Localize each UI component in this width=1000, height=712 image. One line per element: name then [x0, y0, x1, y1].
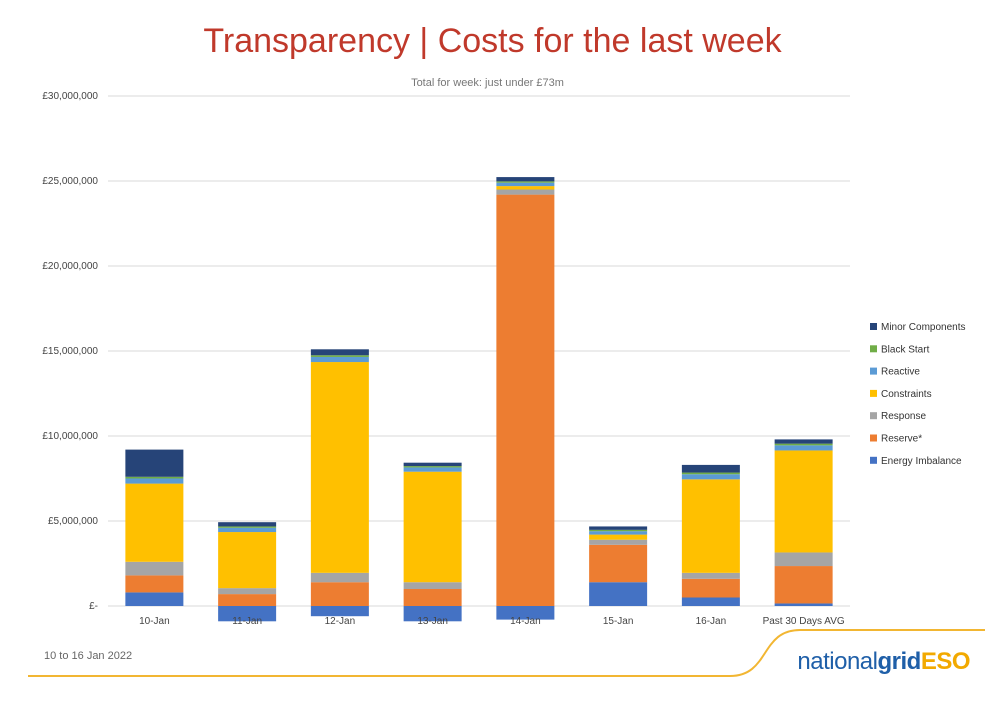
chart-subtitle: Total for week: just under £73m [411, 77, 564, 89]
bar-segment-response [218, 588, 277, 595]
bar-segment-energy-imbalance [496, 606, 555, 620]
bar-segment-minor-components [496, 177, 555, 182]
bar-segment-response [403, 582, 462, 589]
legend-swatch [870, 323, 877, 330]
logo-eso: ESO [920, 648, 971, 675]
x-tick-label: 13-Jan [417, 616, 448, 627]
logo-grid: grid [877, 648, 921, 675]
bar-segment-constraints [496, 186, 555, 190]
footer-accent-line [28, 629, 985, 677]
bar-segment-response [310, 572, 369, 583]
bar-segment-response [496, 189, 555, 195]
legend-label: Constraints [881, 389, 932, 400]
bar-segment-reserve [310, 582, 369, 606]
bar-segment-energy-imbalance [403, 606, 462, 622]
y-tick-label: £- [89, 601, 98, 612]
page-title: Transparency | Costs for the last week [203, 22, 782, 60]
x-tick-label: 14-Jan [510, 616, 541, 627]
bar-segment-reactive [774, 445, 833, 451]
bar-segment-reserve [403, 589, 462, 606]
bar-segment-minor-components [681, 464, 740, 473]
bar-segment-energy-imbalance [218, 606, 277, 622]
x-tick-label: 10-Jan [139, 616, 170, 627]
bar-segment-black-start [681, 472, 740, 475]
bar-segment-minor-components [774, 439, 833, 444]
bar-segment-reserve [681, 578, 740, 598]
bar-segment-constraints [681, 479, 740, 573]
bar-segment-constraints [218, 532, 277, 589]
bar-segment-reactive [310, 356, 369, 363]
bar-segment-reserve [496, 194, 555, 606]
legend-swatch [870, 367, 877, 375]
y-tick-label: £25,000,000 [42, 176, 98, 187]
x-tick-label: 12-Jan [325, 616, 356, 627]
y-tick-label: £15,000,000 [42, 346, 98, 357]
national-grid-eso-logo: nationalgridESO [797, 648, 970, 676]
legend-swatch [870, 389, 877, 397]
bar-segment-reactive [496, 182, 555, 187]
legend-label: Response [881, 411, 926, 422]
legend-swatch [870, 434, 877, 442]
bar-segment-energy-imbalance [774, 603, 833, 606]
bar-segment-black-start [125, 476, 184, 479]
bar-segment-energy-imbalance [589, 582, 648, 606]
legend-label: Energy Imbalance [881, 456, 962, 467]
bar-segment-minor-components [403, 462, 462, 467]
legend-swatch [870, 456, 877, 464]
bar-segment-reserve [589, 544, 648, 583]
bar-segment-constraints [125, 483, 184, 562]
y-tick-label: £20,000,000 [42, 261, 98, 272]
legend-label: Reactive [881, 367, 920, 378]
y-tick-label: £5,000,000 [48, 516, 98, 527]
legend-swatch [870, 412, 877, 420]
bar-segment-energy-imbalance [681, 597, 740, 606]
bar-segment-minor-components [218, 522, 277, 527]
x-tick-label: 16-Jan [696, 616, 727, 627]
x-tick-label: 11-Jan [232, 616, 262, 627]
x-tick-label: 15-Jan [603, 616, 634, 627]
bar-segment-response [681, 572, 740, 579]
bar-layer [125, 177, 833, 622]
bar-segment-constraints [589, 534, 648, 540]
bar-segment-constraints [403, 471, 462, 583]
bar-segment-energy-imbalance [310, 606, 369, 617]
bar-segment-reserve [774, 566, 833, 604]
y-tick-label: £30,000,000 [42, 91, 98, 102]
bar-segment-black-start [218, 526, 277, 528]
bar-segment-response [125, 561, 184, 576]
bar-segment-response [589, 539, 648, 545]
bar-segment-constraints [774, 450, 833, 553]
bar-segment-reactive [681, 474, 740, 480]
label-layer: 10-Jan 11-Jan 12-Jan 13-Jan 14-Jan 15-Jan 16-J… [139, 616, 845, 627]
bar-segment-constraints [310, 362, 369, 573]
bar-segment-reactive [218, 527, 277, 533]
bar-segment-reactive [589, 531, 648, 535]
legend-label: Reserve* [881, 434, 922, 445]
bar-segment-black-start [496, 181, 555, 183]
date-range: 10 to 16 Jan 2022 [44, 650, 133, 662]
bar-segment-black-start [589, 529, 648, 532]
legend-label: Minor Components [881, 322, 965, 333]
bar-segment-reactive [125, 478, 184, 484]
bar-segment-black-start [774, 443, 833, 446]
y-tick-label: £10,000,000 [42, 431, 98, 442]
bar-segment-black-start [310, 355, 369, 357]
grid-layer: £- £5,000,000 £10,000,000 £15,000,000 £20,00… [42, 91, 850, 612]
bar-segment-reactive [403, 467, 462, 472]
bar-segment-black-start [403, 466, 462, 468]
bar-segment-reserve [125, 575, 184, 593]
legend-layer: Minor Components Black Start Reactive Const… [870, 322, 965, 467]
bar-segment-minor-components [589, 526, 648, 530]
bar-segment-reserve [218, 594, 277, 606]
x-tick-label: Past 30 Days AVG [763, 616, 845, 627]
bar-segment-energy-imbalance [125, 592, 184, 606]
legend-swatch [870, 345, 877, 353]
logo-national: national [797, 648, 878, 675]
bar-segment-minor-components [125, 449, 184, 477]
bar-segment-minor-components [310, 349, 369, 356]
legend-label: Black Start [881, 344, 930, 355]
bar-segment-response [774, 552, 833, 567]
